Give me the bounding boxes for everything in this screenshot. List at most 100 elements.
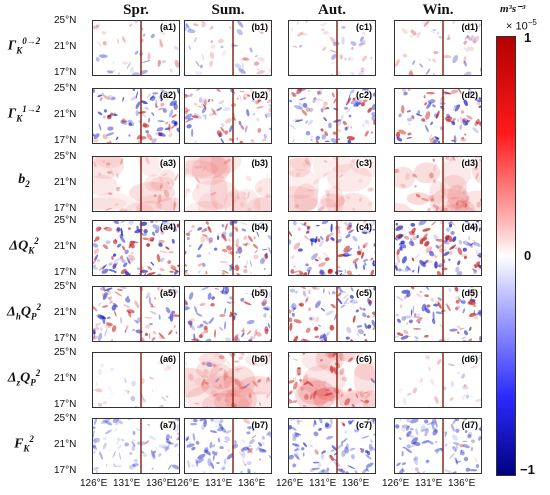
- colorbar-unit: m³s⁻³: [500, 3, 526, 15]
- panel-label: (d4): [460, 222, 479, 232]
- y-tick-label: 17°N: [54, 267, 77, 278]
- x-tick-label: 126°E: [80, 478, 108, 489]
- y-tick-label: 17°N: [54, 333, 77, 344]
- x-tick-label: 136°E: [238, 478, 266, 489]
- y-tick-label: 21°N: [54, 177, 77, 188]
- map-panel: (a7): [92, 418, 180, 474]
- x-tick-label: 136°E: [448, 478, 476, 489]
- y-tick-label: 17°N: [54, 203, 77, 214]
- y-tick-label: 21°N: [54, 109, 77, 120]
- y-tick-label: 21°N: [54, 439, 77, 450]
- x-tick-label: 131°E: [113, 478, 141, 489]
- x-tick-label: 131°E: [415, 478, 443, 489]
- map-panel: (d6): [394, 352, 482, 408]
- map-panel: (c4): [288, 220, 376, 276]
- panel-label: (b1): [250, 22, 269, 32]
- panel-label: (c3): [354, 158, 373, 168]
- map-panel: (b4): [184, 220, 272, 276]
- panel-label: (b5): [250, 288, 269, 298]
- column-title-1: Sum.: [211, 2, 245, 18]
- column-title-2: Aut.: [318, 2, 346, 18]
- y-tick-label: 25°N: [54, 83, 77, 94]
- map-panel: (a6): [92, 352, 180, 408]
- row-label-3: ΔQK2: [9, 236, 39, 256]
- panel-label: (d5): [460, 288, 479, 298]
- map-panel: (d3): [394, 156, 482, 212]
- map-panel: (c3): [288, 156, 376, 212]
- map-panel: (a5): [92, 286, 180, 342]
- y-tick-label: 25°N: [54, 413, 77, 424]
- x-tick-label: 131°E: [309, 478, 337, 489]
- row-label-0: ΓK0→2: [7, 36, 41, 56]
- y-tick-label: 21°N: [54, 41, 77, 52]
- y-tick-label: 25°N: [54, 151, 77, 162]
- x-tick-label: 126°E: [172, 478, 200, 489]
- map-panel: (b5): [184, 286, 272, 342]
- map-panel: (a1): [92, 20, 180, 76]
- map-panel: (d2): [394, 88, 482, 144]
- map-panel: (b2): [184, 88, 272, 144]
- map-panel: (c7): [288, 418, 376, 474]
- colorbar: [496, 36, 516, 476]
- y-tick-label: 25°N: [54, 347, 77, 358]
- row-label-6: FK2: [14, 434, 34, 454]
- panel-label: (a4): [158, 222, 177, 232]
- panel-label: (b2): [250, 90, 269, 100]
- panel-label: (c7): [354, 420, 373, 430]
- x-tick-label: 136°E: [146, 478, 174, 489]
- y-tick-label: 25°N: [54, 215, 77, 226]
- row-label-1: ΓK1→2: [7, 104, 41, 124]
- x-tick-label: 136°E: [342, 478, 370, 489]
- panel-label: (b7): [250, 420, 269, 430]
- y-tick-label: 25°N: [54, 15, 77, 26]
- panel-label: (c6): [354, 354, 373, 364]
- y-tick-label: 17°N: [54, 399, 77, 410]
- colorbar-tick-max: 1: [524, 30, 532, 45]
- map-panel: (d4): [394, 220, 482, 276]
- panel-label: (c2): [354, 90, 373, 100]
- panel-label: (d3): [460, 158, 479, 168]
- colorbar-tick-min: −1: [520, 462, 535, 477]
- map-panel: (c5): [288, 286, 376, 342]
- column-title-3: Win.: [422, 2, 454, 18]
- map-panel: (a3): [92, 156, 180, 212]
- panel-label: (c1): [354, 22, 373, 32]
- y-tick-label: 25°N: [54, 281, 77, 292]
- panel-label: (d6): [460, 354, 479, 364]
- map-panel: (d5): [394, 286, 482, 342]
- panel-label: (a1): [158, 22, 177, 32]
- map-panel: (c2): [288, 88, 376, 144]
- y-tick-label: 17°N: [54, 67, 77, 78]
- map-panel: (b3): [184, 156, 272, 212]
- panel-label: (b6): [250, 354, 269, 364]
- map-panel: (d7): [394, 418, 482, 474]
- map-panel: (a4): [92, 220, 180, 276]
- column-title-0: Spr.: [123, 2, 149, 18]
- x-tick-label: 126°E: [276, 478, 304, 489]
- panel-label: (d1): [460, 22, 479, 32]
- y-tick-label: 21°N: [54, 307, 77, 318]
- map-panel: (c6): [288, 352, 376, 408]
- panel-label: (a7): [158, 420, 177, 430]
- panel-label: (b3): [250, 158, 269, 168]
- x-tick-label: 131°E: [205, 478, 233, 489]
- panel-label: (d2): [460, 90, 479, 100]
- panel-label: (d7): [460, 420, 479, 430]
- panel-label: (a3): [158, 158, 177, 168]
- row-label-5: ΔzQP2: [7, 368, 41, 388]
- map-panel: (a2): [92, 88, 180, 144]
- map-panel: (b7): [184, 418, 272, 474]
- panel-label: (c4): [354, 222, 373, 232]
- map-panel: (b1): [184, 20, 272, 76]
- map-panel: (d1): [394, 20, 482, 76]
- row-label-4: ΔhQP2: [7, 302, 41, 322]
- panel-label: (a2): [158, 90, 177, 100]
- y-tick-label: 17°N: [54, 135, 77, 146]
- panel-label: (b4): [250, 222, 269, 232]
- y-tick-label: 21°N: [54, 241, 77, 252]
- colorbar-tick-zero: 0: [524, 248, 532, 263]
- colorbar-scale: × 10−5: [506, 18, 537, 33]
- y-tick-label: 17°N: [54, 465, 77, 476]
- panel-label: (a6): [158, 354, 177, 364]
- x-tick-label: 126°E: [382, 478, 410, 489]
